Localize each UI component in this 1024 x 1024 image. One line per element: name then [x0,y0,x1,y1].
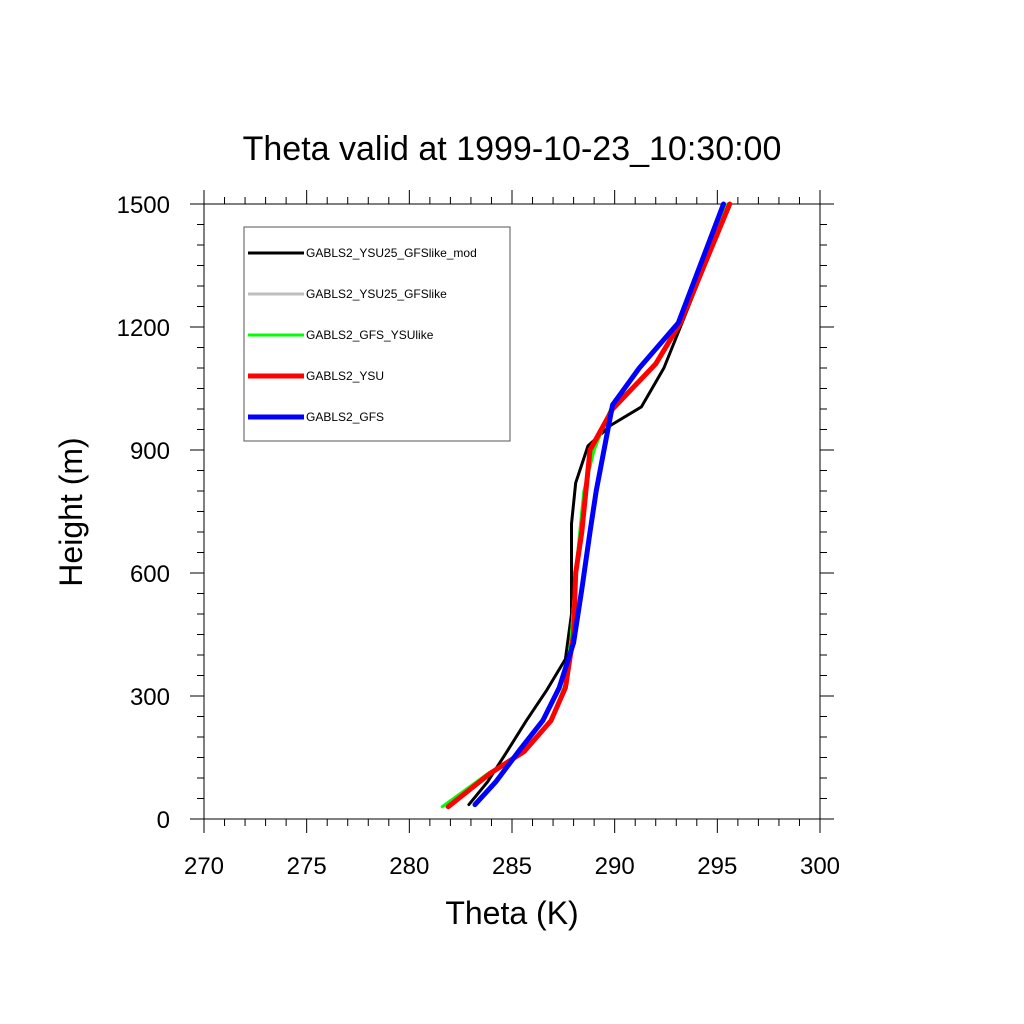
x-tick-label: 290 [595,853,635,880]
x-tick-label: 285 [492,853,532,880]
y-tick-label: 900 [130,438,170,465]
legend-label: GABLS2_YSU25_GFSlike [306,287,447,301]
x-tick-label: 280 [389,853,429,880]
y-axis-label: Height (m) [53,437,89,586]
axis-ticks: 270 275 280 285 290 295 300 0 300 600 900 1200 1500 [117,190,840,880]
series-line-gabls2-gfs [472,201,726,808]
legend-label: GABLS2_YSU [306,369,384,383]
y-tick-label: 300 [130,684,170,711]
chart-title: Theta valid at 1999-10-23_10:30:00 [243,130,782,168]
y-tick-label: 1200 [117,315,170,342]
legend-label: GABLS2_GFS [306,410,384,424]
x-tick-label: 275 [287,853,327,880]
x-tick-label: 295 [697,853,737,880]
legend-items: GABLS2_YSU25_GFSlike_mod GABLS2_YSU25_GFS… [248,246,477,424]
series-line-gabls2-ysu25-gfslike-mod [467,202,732,807]
legend: GABLS2_YSU25_GFSlike_mod GABLS2_YSU25_GFS… [243,226,511,442]
legend-label: GABLS2_GFS_YSUlike [306,328,434,342]
y-tick-label: 0 [157,807,170,834]
x-tick-label: 270 [184,853,224,880]
data-series [440,201,733,810]
x-axis-label: Theta (K) [445,895,578,931]
x-tick-label: 300 [800,853,840,880]
y-tick-label: 1500 [117,192,170,219]
legend-label: GABLS2_YSU25_GFSlike_mod [306,246,477,260]
series-line-gabls2-ysu [445,201,733,810]
y-tick-label: 600 [130,561,170,588]
